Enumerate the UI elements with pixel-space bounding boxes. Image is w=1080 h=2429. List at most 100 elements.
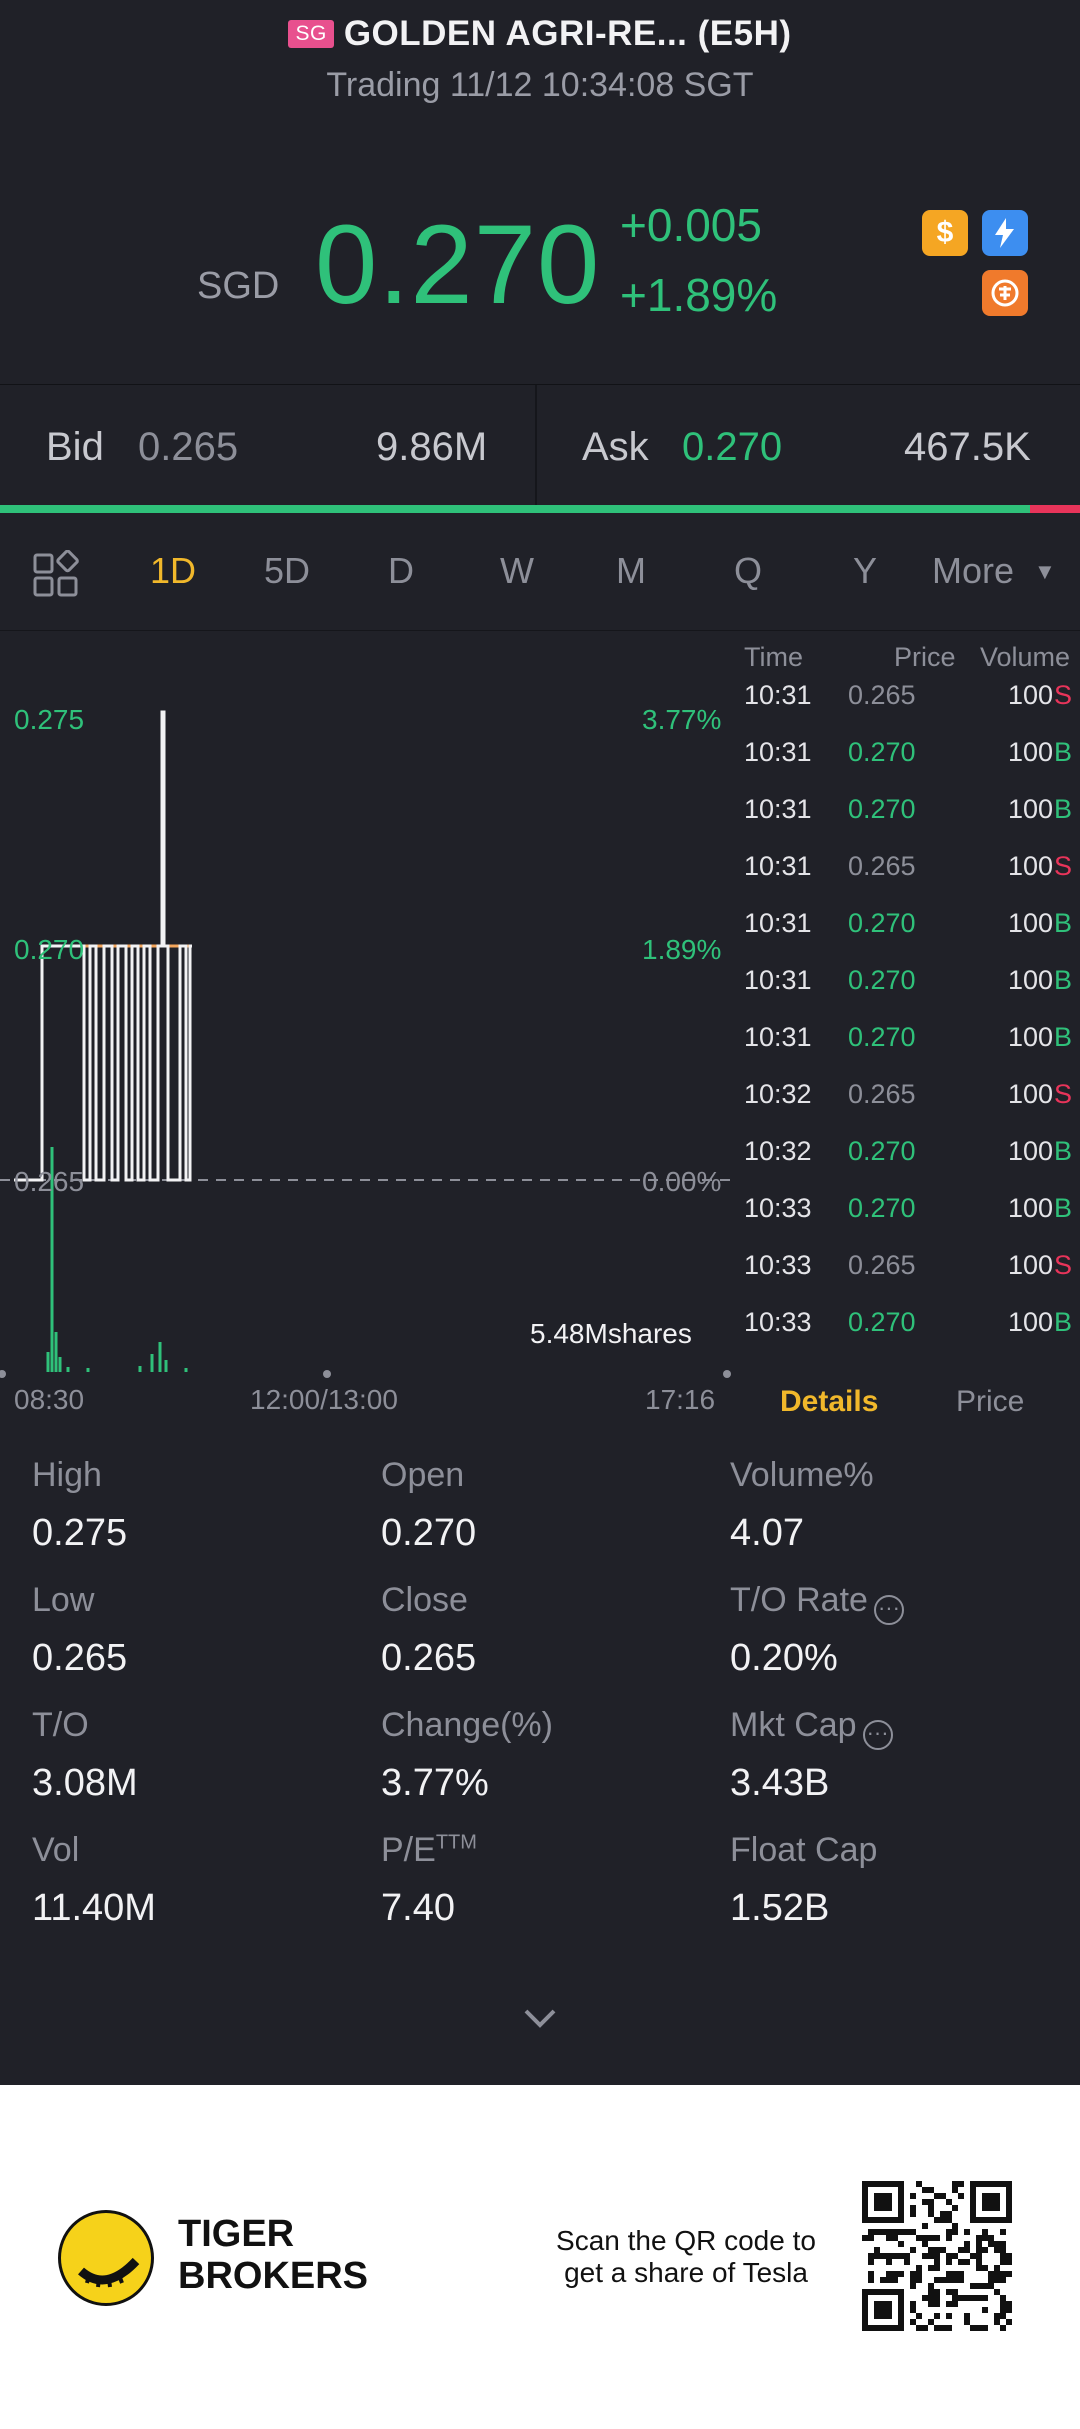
tick-volume: 100 [1008, 737, 1054, 767]
promo-text-line-1: Scan the QR code to [556, 2225, 816, 2256]
tick-side: B [1054, 908, 1073, 938]
tick-side: B [1054, 965, 1073, 995]
stat-floatcap: 1.52B [730, 1887, 830, 1929]
tick-side: B [1054, 1193, 1073, 1223]
tick-price: 0.270 [848, 965, 916, 995]
brand-line-1: TIGER [178, 2213, 295, 2255]
tab-y[interactable]: Y [853, 550, 878, 591]
dollar-icon[interactable]: $ [922, 210, 968, 256]
expand-chevron-icon[interactable] [520, 2005, 560, 2031]
info-icon[interactable]: ··· [873, 1595, 904, 1625]
promo-footer: TIGER BROKERS Scan the QR code to get a … [0, 2085, 1080, 2429]
tick-row: 10:32 0.265 100 S [740, 1079, 1080, 1136]
tick-time: 10:31 [744, 851, 812, 881]
ask-ratio-bar [1030, 505, 1080, 513]
stat-low-label: Low [32, 1581, 95, 1619]
tick-row: 10:31 0.270 100 B [740, 1022, 1080, 1079]
intraday-chart-svg [0, 710, 731, 1378]
pct-label-low: 0.00% [642, 1166, 722, 1197]
y-label-low: 0.265 [14, 1166, 85, 1197]
tick-side: B [1054, 1307, 1073, 1337]
bid-size: 9.86M [376, 425, 488, 469]
tab-details[interactable]: Details [780, 1385, 879, 1418]
tick-row: 10:32 0.270 100 B [740, 1136, 1080, 1193]
stat-mktcap: 3.43B [730, 1762, 830, 1804]
volume-total-label: 5.48Mshares [530, 1318, 692, 1349]
stat-close: 0.265 [381, 1637, 477, 1679]
tab-q[interactable]: Q [734, 550, 763, 591]
stat-to: 3.08M [32, 1762, 138, 1804]
stat-floatcap-label: Float Cap [730, 1831, 878, 1869]
bid-price: 0.265 [138, 425, 239, 469]
tab-5d[interactable]: 5D [264, 550, 311, 591]
stat-high-label: High [32, 1456, 102, 1494]
bid-ask-divider [535, 385, 537, 505]
x-label-midday: 12:00/13:00 [250, 1384, 398, 1415]
tab-more-label: More [932, 550, 1015, 591]
stat-torate: 0.20% [730, 1637, 838, 1679]
currency-label: SGD [197, 265, 280, 307]
tab-1d[interactable]: 1D [150, 550, 197, 591]
tick-price: 0.270 [848, 794, 916, 824]
tick-price: 0.265 [848, 1079, 916, 1109]
stock-title[interactable]: SG GOLDEN AGRI-RE... (E5H) [0, 14, 1080, 54]
tab-w[interactable]: W [500, 550, 534, 591]
stat-vol: 11.40M [32, 1887, 156, 1929]
last-price: 0.270 [315, 202, 601, 327]
tick-price: 0.265 [848, 1250, 916, 1280]
tick-row: 10:31 0.265 100 S [740, 680, 1080, 737]
stats-grid: High 0.275 Open 0.270 Volume% 4.07 Low 0… [0, 1440, 1080, 1960]
tick-side: S [1054, 1250, 1073, 1280]
tick-time: 10:31 [744, 680, 812, 710]
tick-volume: 100 [1008, 794, 1054, 824]
tick-time: 10:32 [744, 1079, 812, 1109]
quote-header: SG GOLDEN AGRI-RE... (E5H) Trading 11/12 … [0, 0, 1080, 382]
col-price: Price [894, 642, 956, 672]
tick-side: B [1054, 1022, 1073, 1052]
ask-label: Ask [582, 425, 649, 469]
tab-m[interactable]: M [616, 550, 646, 591]
stat-to-label: T/O [32, 1706, 89, 1744]
tick-side: S [1054, 851, 1073, 881]
chart-layout-icon[interactable] [32, 550, 80, 598]
stat-high: 0.275 [32, 1512, 128, 1554]
tick-side: B [1054, 737, 1073, 767]
stat-open: 0.270 [381, 1512, 477, 1554]
tick-time: 10:31 [744, 737, 812, 767]
tab-price[interactable]: Price [956, 1385, 1025, 1418]
stat-close-label: Close [381, 1581, 468, 1619]
info-icon[interactable]: ··· [862, 1720, 893, 1750]
axis-dot [0, 1370, 6, 1378]
tick-volume: 100 [1008, 680, 1054, 710]
period-tabs: 1D 5D D W M Q Y More ▼ [0, 520, 1080, 631]
tick-time: 10:33 [744, 1250, 812, 1280]
tick-price: 0.270 [848, 1193, 916, 1223]
tick-volume: 100 [1008, 1136, 1054, 1166]
qr-code[interactable] [862, 2181, 1012, 2331]
price-change: +0.005 [620, 199, 762, 251]
ask-price: 0.270 [682, 425, 783, 469]
y-label-high: 0.275 [14, 704, 85, 735]
tick-volume: 100 [1008, 1250, 1054, 1280]
tick-volume: 100 [1008, 908, 1054, 938]
tab-more[interactable]: More ▼ [932, 550, 1056, 592]
intraday-chart[interactable]: 0.275 0.270 0.265 3.77% 1.89% 0.00% 5.48… [0, 632, 735, 1415]
col-time: Time [744, 642, 803, 672]
tick-row: 10:31 0.270 100 B [740, 794, 1080, 851]
tick-row: 10:33 0.265 100 S [740, 1250, 1080, 1307]
stat-volpct-label: Volume% [730, 1456, 874, 1494]
flash-icon[interactable] [982, 210, 1028, 256]
tick-time: 10:32 [744, 1136, 812, 1166]
stat-pe: 7.40 [381, 1887, 455, 1929]
tick-row: 10:31 0.270 100 B [740, 965, 1080, 1022]
volume-bars [46, 1147, 188, 1372]
market-badge: SG [288, 20, 334, 48]
ask-size: 467.5K [904, 425, 1031, 469]
tab-d[interactable]: D [388, 550, 414, 591]
stat-volpct: 4.07 [730, 1512, 804, 1554]
tick-price: 0.270 [848, 1022, 916, 1052]
tick-volume: 100 [1008, 1307, 1054, 1337]
tick-volume: 100 [1008, 965, 1054, 995]
warrant-icon[interactable] [982, 270, 1028, 316]
stat-change-label: Change(%) [381, 1706, 553, 1744]
